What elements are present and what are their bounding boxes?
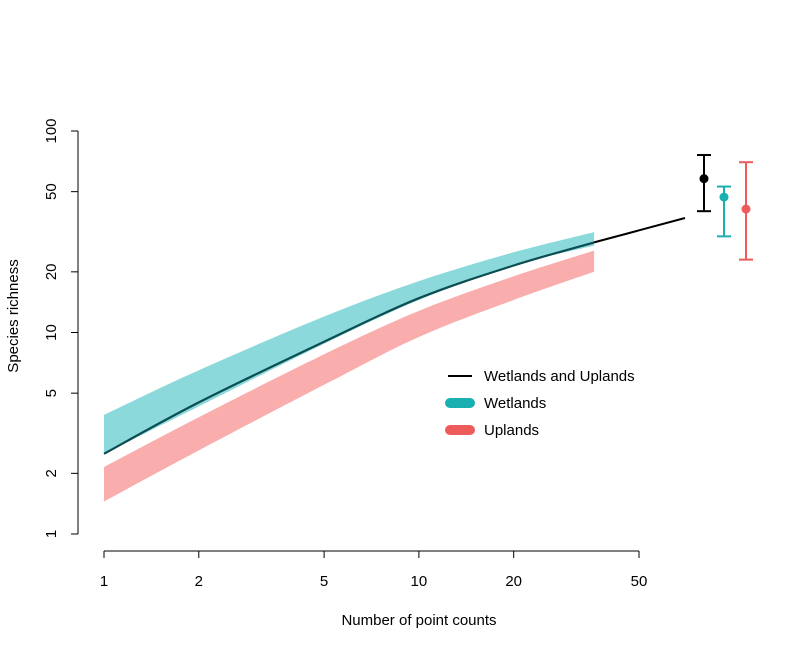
y-tick-label: 1	[43, 530, 60, 538]
legend-label-uplands: Uplands	[484, 422, 539, 439]
y-tick-label: 20	[43, 263, 60, 280]
x-tick-label: 50	[631, 573, 648, 590]
y-tick-label: 10	[43, 324, 60, 341]
x-axis-title: Number of point counts	[341, 612, 496, 629]
x-tick-label: 5	[320, 573, 328, 590]
y-tick-label: 5	[43, 389, 60, 397]
band-uplands	[104, 250, 595, 502]
y-axis-title: Species richness	[5, 259, 22, 372]
x-tick-label: 10	[411, 573, 428, 590]
confidence-bands	[104, 232, 595, 502]
legend-label-wetlands-and-uplands: Wetlands and Uplands	[484, 368, 635, 385]
x-tick-label: 1	[100, 573, 108, 590]
x-axis: 1 2 5 10 20 50	[100, 550, 648, 590]
legend: Wetlands and Uplands Wetlands Uplands	[445, 368, 635, 439]
x-tick-label: 2	[195, 573, 203, 590]
x-tick-label: 20	[505, 573, 522, 590]
line-combined-interpolated	[103, 241, 595, 455]
extrapolated-estimates	[697, 154, 753, 261]
estimate-point-uplands	[741, 204, 751, 214]
legend-label-wetlands: Wetlands	[484, 395, 546, 412]
estimate-point-wetlands	[719, 192, 729, 202]
y-tick-label: 100	[43, 118, 60, 143]
band-wetlands	[104, 232, 595, 454]
line-combined-extrapolated	[593, 217, 686, 244]
series-lines	[103, 217, 686, 455]
estimate-point-wetlands-and-uplands	[699, 174, 709, 184]
y-axis: 1 2 5 10 20 50 100	[43, 118, 79, 538]
y-tick-label: 2	[43, 469, 60, 477]
y-tick-label: 50	[43, 183, 60, 200]
